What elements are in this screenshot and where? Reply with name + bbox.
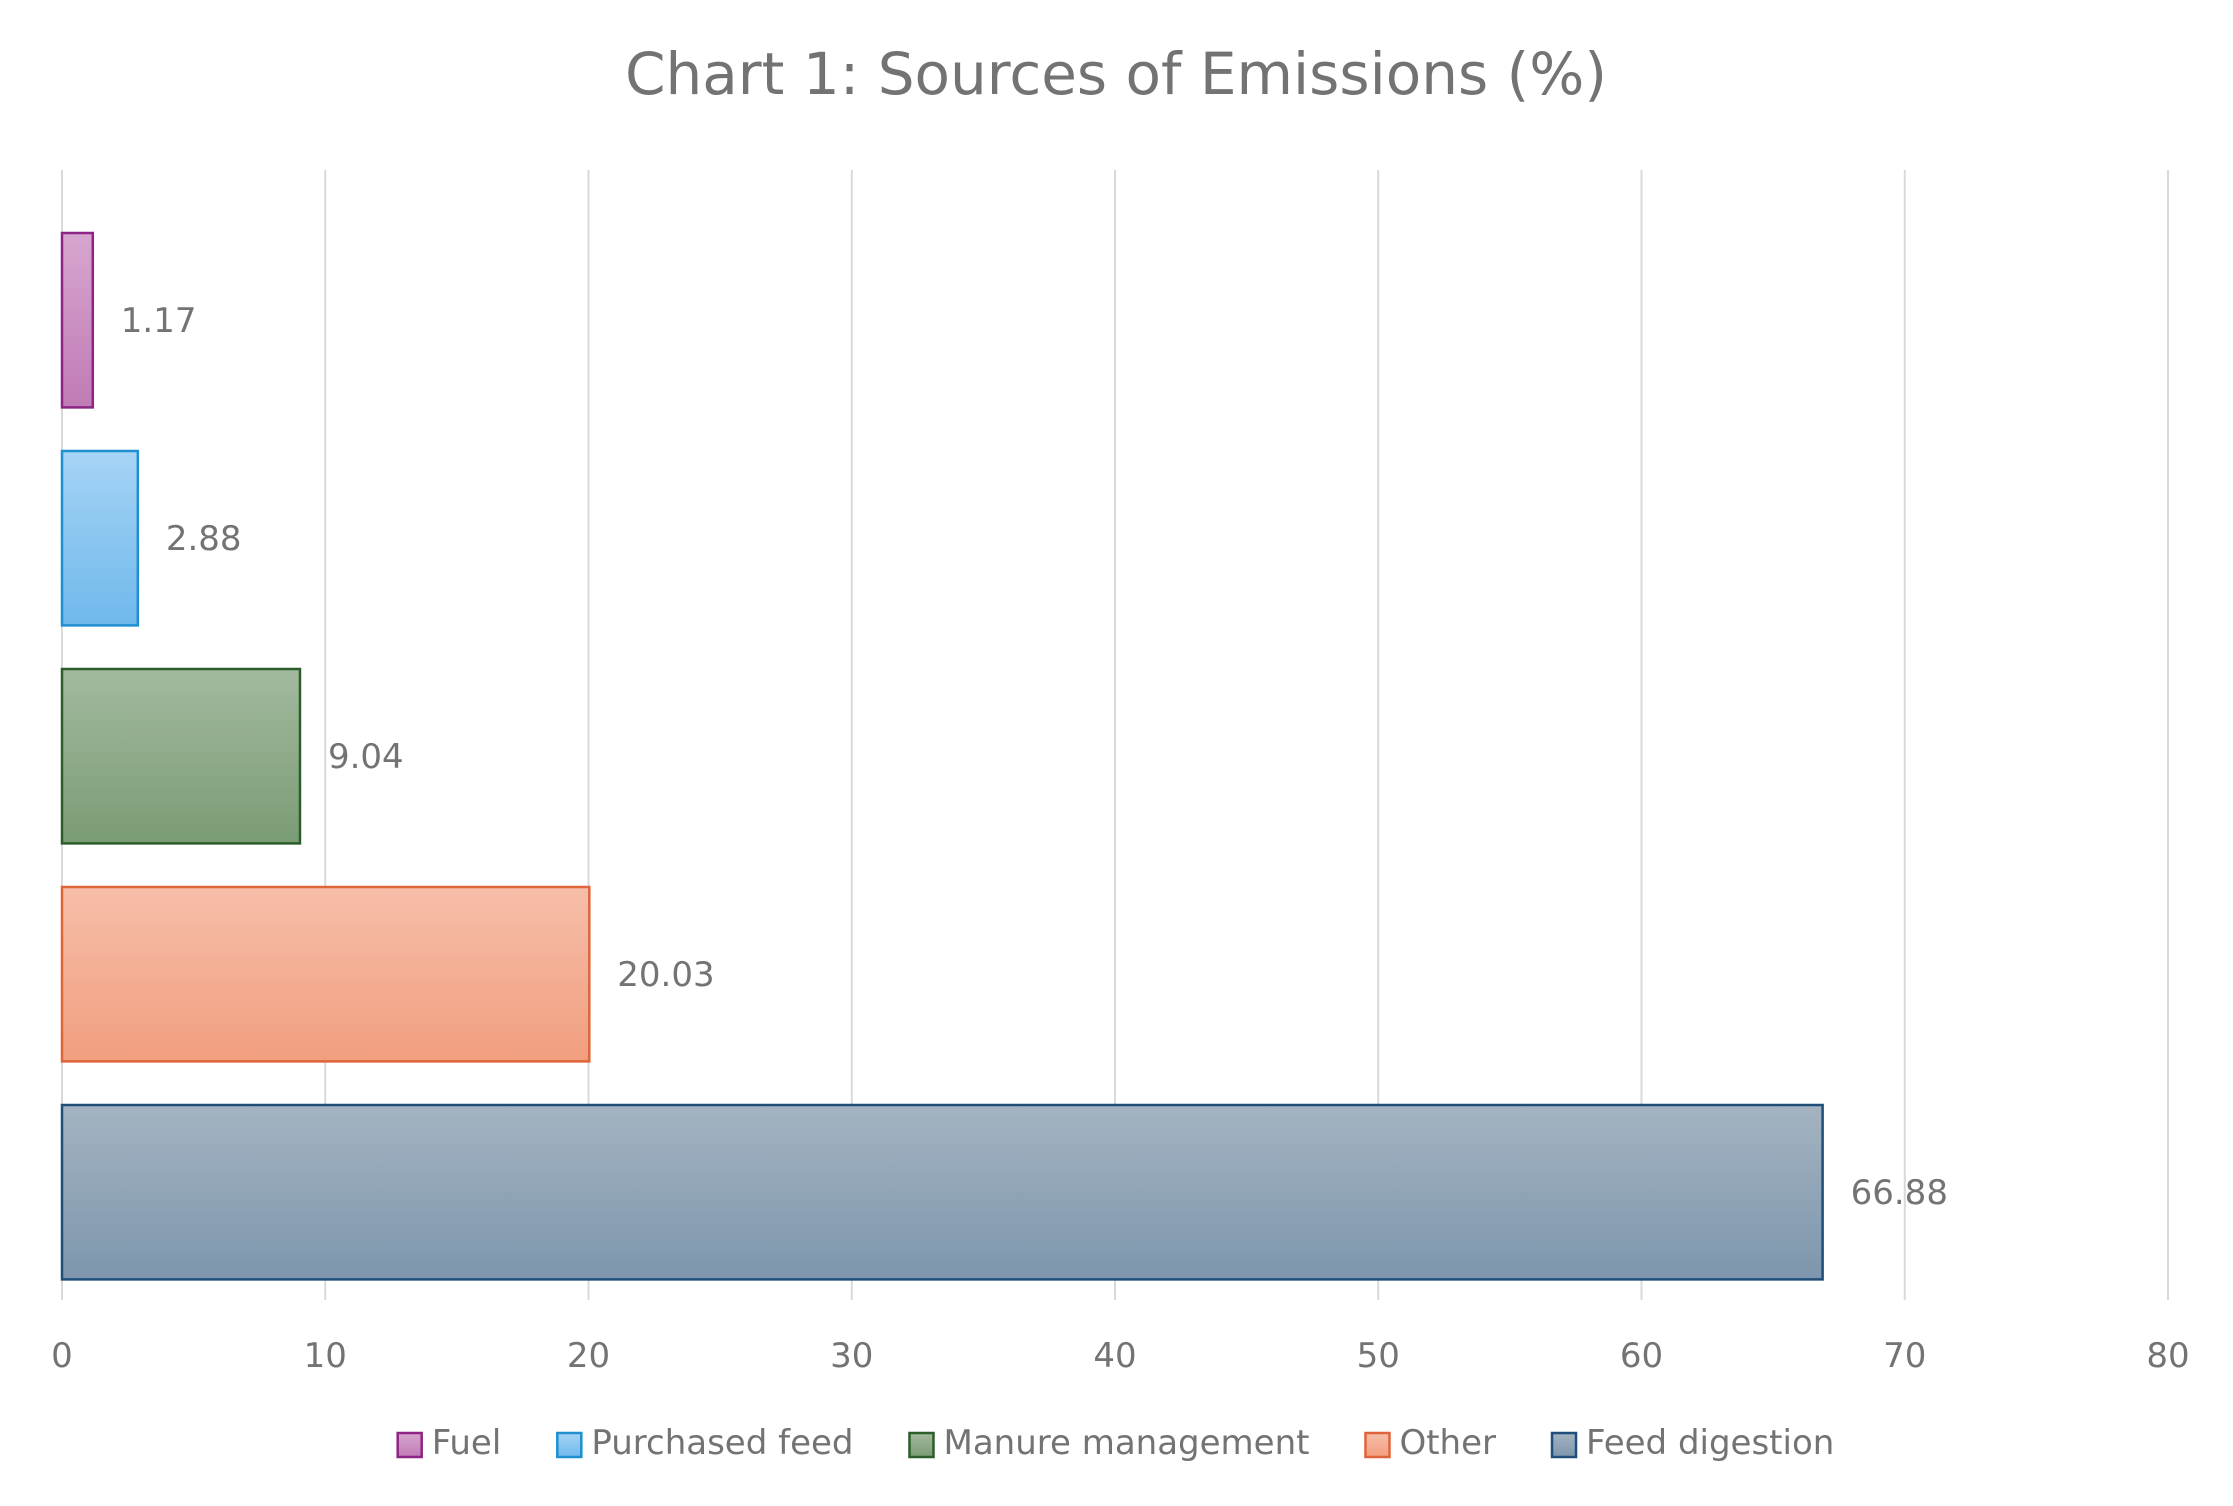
bar-other — [60, 885, 591, 1063]
data-label: 1.17 — [121, 301, 197, 341]
x-tick-label: 10 — [304, 1336, 347, 1376]
x-tick-label: 50 — [1357, 1336, 1400, 1376]
legend-label: Fuel — [432, 1423, 502, 1463]
legend-swatch — [396, 1431, 423, 1459]
data-label: 66.88 — [1851, 1173, 1948, 1213]
x-tick-label: 40 — [1093, 1336, 1136, 1376]
gridlines — [61, 170, 2169, 1300]
data-labels: 1.17 2.88 9.04 20.03 66.88 — [121, 301, 1948, 1213]
bars — [60, 231, 1824, 1281]
bar-purchased-feed — [60, 449, 140, 627]
legend-item-other: Other — [1364, 1423, 1496, 1463]
legend-label: Manure management — [943, 1423, 1309, 1463]
legend-label: Other — [1399, 1423, 1496, 1463]
bar-feed-digestion — [60, 1103, 1824, 1281]
x-tick-label: 80 — [2146, 1336, 2189, 1376]
legend-swatch — [1550, 1431, 1578, 1459]
data-label: 2.88 — [166, 519, 242, 559]
x-tick-label: 70 — [1883, 1336, 1926, 1376]
x-tick-label: 0 — [51, 1336, 73, 1376]
legend-label: Feed digestion — [1586, 1423, 1834, 1463]
chart-title: Chart 1: Sources of Emissions (%) — [625, 40, 1607, 108]
legend-label: Purchased feed — [591, 1423, 853, 1463]
x-tick-label: 30 — [830, 1336, 873, 1376]
x-tick-label: 20 — [567, 1336, 610, 1376]
legend-swatch — [1364, 1431, 1391, 1459]
legend-item-feed-digestion: Feed digestion — [1550, 1423, 1834, 1463]
x-axis-ticks: 0 10 20 30 40 50 60 70 80 — [51, 1336, 2189, 1376]
legend-swatch — [908, 1431, 935, 1459]
legend-swatch — [556, 1431, 583, 1459]
data-label: 20.03 — [617, 955, 714, 995]
legend-item-manure-management: Manure management — [908, 1423, 1309, 1463]
legend-item-purchased-feed: Purchased feed — [556, 1423, 853, 1463]
legend: Fuel Purchased feed Manure management Other… — [396, 1423, 1834, 1463]
bar-fuel — [60, 231, 95, 409]
legend-item-fuel: Fuel — [396, 1423, 502, 1463]
data-label: 9.04 — [328, 737, 404, 777]
x-tick-label: 60 — [1620, 1336, 1663, 1376]
bar-manure-management — [60, 667, 302, 845]
